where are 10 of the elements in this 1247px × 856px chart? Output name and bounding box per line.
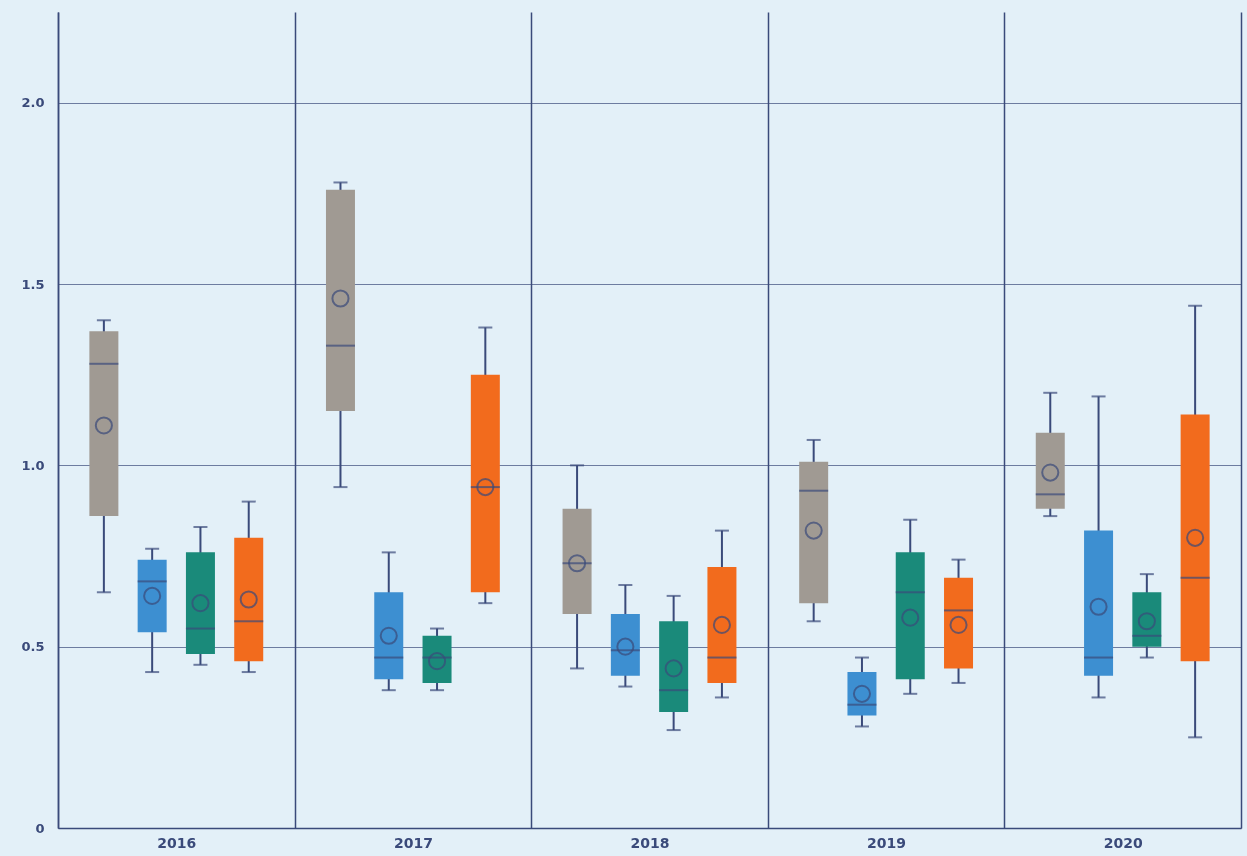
x-tick-label: 2018 — [630, 834, 670, 851]
x-tick-label: 2019 — [867, 834, 907, 851]
y-tick-label: 1.0 — [21, 457, 45, 473]
x-tick-label: 2020 — [1103, 834, 1143, 851]
x-tick-label: 2017 — [393, 834, 433, 851]
y-tick-label: 2.0 — [21, 95, 45, 111]
x-tick-label: 2016 — [157, 834, 197, 851]
y-tick-label: 0 — [35, 820, 45, 836]
y-tick-label: 0.5 — [21, 639, 45, 655]
y-tick-label: 1.5 — [21, 276, 45, 292]
